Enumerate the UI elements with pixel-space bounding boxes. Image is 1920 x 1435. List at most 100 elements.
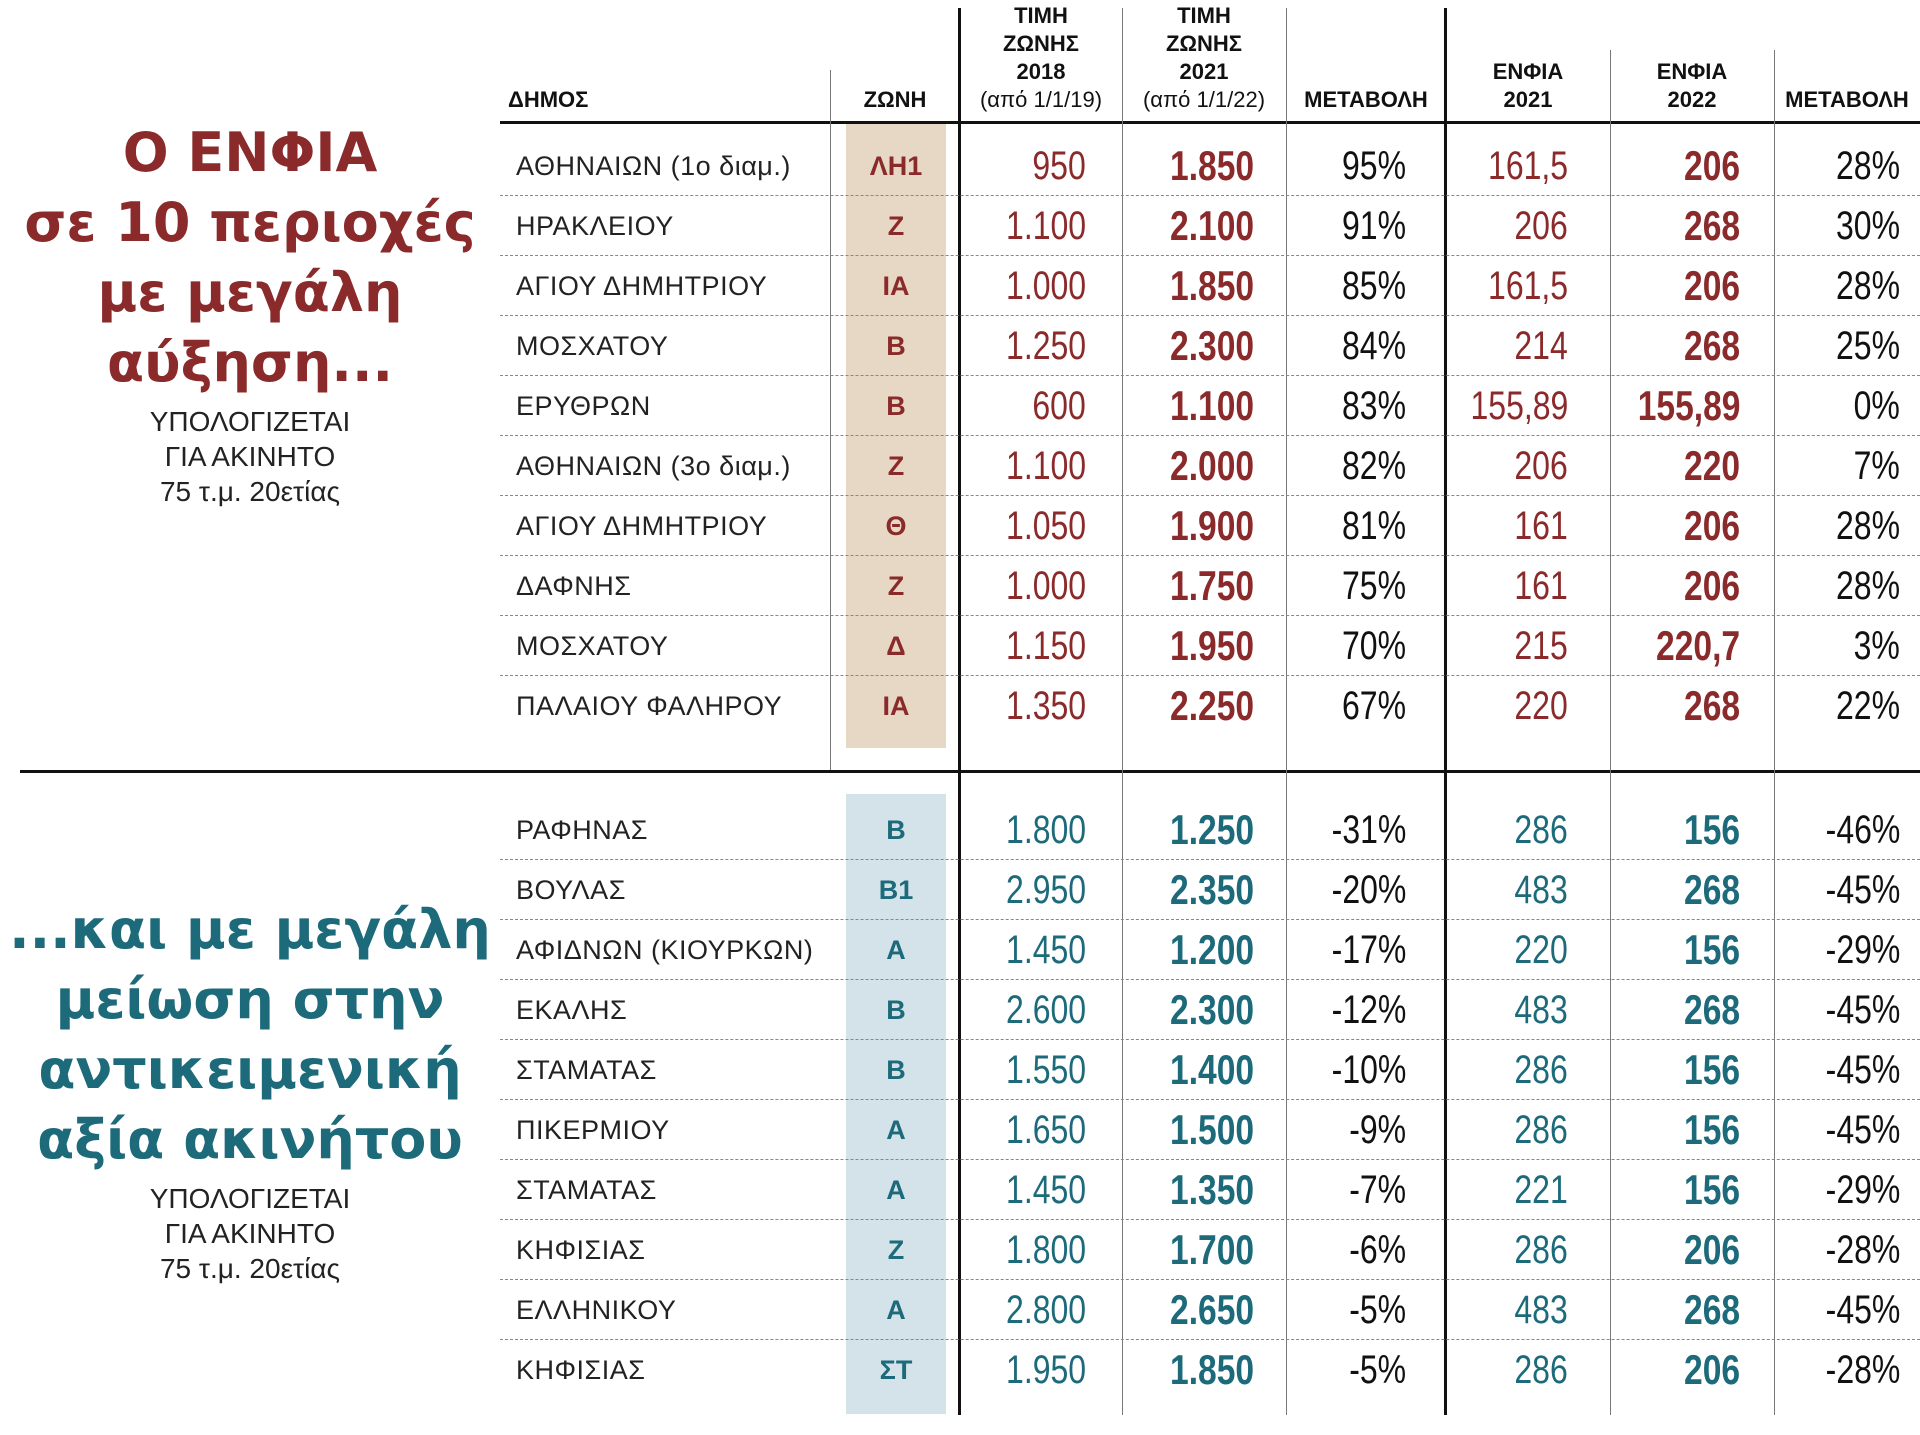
metavoli-timis-cell: 82% (1341, 443, 1406, 488)
timi-2021-cell: 1.900 (1169, 502, 1254, 549)
metavoli-timis-cell: 70% (1341, 623, 1406, 668)
zone-cell: Α (886, 1114, 906, 1145)
timi-2018-cell: 2.950 (1005, 867, 1086, 912)
dimos-cell: ΣΤΑΜΑΤΑΣ (516, 1054, 657, 1085)
zone-cell: Α (886, 1174, 906, 1205)
table-row: ΚΗΦΙΣΙΑΣ Ζ 1.800 1.700 -6% 286 206 -28% (500, 1220, 1920, 1280)
dimos-cell: ΒΟΥΛΑΣ (516, 874, 626, 905)
timi-2021-cell: 1.700 (1169, 1226, 1254, 1273)
timi-2021-cell: 1.200 (1169, 926, 1254, 973)
table-row: ΠΑΛΑΙΟΥ ΦΑΛΗΡΟΥ ΙΑ 1.350 2.250 67% 220 2… (500, 676, 1920, 736)
metavoli-timis-cell: -5% (1349, 1347, 1406, 1392)
timi-2018-cell: 600 (1032, 383, 1086, 428)
dimos-cell: ΑΦΙΔΝΩΝ (ΚΙΟΥΡΚΩΝ) (516, 934, 814, 965)
timi-2021-cell: 1.250 (1169, 806, 1254, 853)
table-row: ΗΡΑΚΛΕΙΟΥ Ζ 1.100 2.100 91% 206 268 30% (500, 196, 1920, 256)
header-enfia-2022: ΕΝΦΙΑ 2022 (1656, 59, 1728, 112)
metavoli-timis-cell: 85% (1341, 263, 1406, 308)
col-divider-zoni (830, 70, 831, 770)
enfia-2021-cell: 161 (1514, 563, 1568, 608)
enfia-2021-cell: 161,5 (1487, 263, 1568, 308)
table-row: ΣΤΑΜΑΤΑΣ Α 1.450 1.350 -7% 221 156 -29% (500, 1160, 1920, 1220)
dimos-cell: ΗΡΑΚΛΕΙΟΥ (516, 210, 674, 241)
zone-cell: Β (886, 994, 906, 1025)
increase-note: ΥΠΟΛΟΓΙΖΕΤΑΙ ΓΙΑ ΑΚΙΝΗΤΟ 75 τ.μ. 20ετίας (149, 406, 351, 507)
timi-2021-cell: 2.350 (1169, 866, 1254, 913)
timi-2018-cell: 1.100 (1005, 203, 1086, 248)
dimos-cell: ΕΚΑΛΗΣ (516, 994, 628, 1025)
timi-2021-cell: 1.400 (1169, 1046, 1254, 1093)
metavoli-enfia-cell: -45% (1825, 987, 1900, 1032)
timi-2018-cell: 1.450 (1005, 1167, 1086, 1212)
timi-2021-cell: 1.850 (1169, 1346, 1254, 1393)
dimos-cell: ΑΓΙΟΥ ΔΗΜΗΤΡΙΟΥ (516, 270, 768, 301)
metavoli-enfia-cell: 28% (1835, 143, 1900, 188)
decrease-note: ΥΠΟΛΟΓΙΖΕΤΑΙ ΓΙΑ ΑΚΙΝΗΤΟ 75 τ.μ. 20ετίας (149, 1183, 351, 1284)
zone-cell: Β1 (878, 874, 914, 905)
table-row: ΜΟΣΧΑΤΟΥ Δ 1.150 1.950 70% 215 220,7 3% (500, 616, 1920, 676)
dimos-cell: ΕΛΛΗΝΙΚΟΥ (516, 1294, 677, 1325)
timi-2018-cell: 2.800 (1005, 1287, 1086, 1332)
metavoli-timis-cell: -5% (1349, 1287, 1406, 1332)
enfia-2022-cell: 268 (1683, 866, 1740, 913)
zone-cell: Δ (886, 630, 906, 661)
timi-2021-cell: 1.350 (1169, 1166, 1254, 1213)
metavoli-timis-cell: -9% (1349, 1107, 1406, 1152)
table-row: ΑΘΗΝΑΙΩΝ (3ο διαμ.) Ζ 1.100 2.000 82% 20… (500, 436, 1920, 496)
metavoli-enfia-cell: -28% (1825, 1227, 1900, 1272)
enfia-2021-cell: 286 (1514, 1107, 1568, 1152)
dimos-cell: ΑΘΗΝΑΙΩΝ (1ο διαμ.) (516, 150, 791, 181)
dimos-cell: ΜΟΣΧΑΤΟΥ (516, 330, 669, 361)
timi-2018-cell: 1.000 (1005, 563, 1086, 608)
metavoli-timis-cell: -10% (1331, 1047, 1406, 1092)
section-divider (20, 770, 1920, 773)
metavoli-timis-cell: -6% (1349, 1227, 1406, 1272)
zone-cell: ΙΑ (882, 270, 910, 301)
timi-2021-cell: 1.750 (1169, 562, 1254, 609)
metavoli-enfia-cell: -45% (1825, 1047, 1900, 1092)
metavoli-timis-cell: 75% (1341, 563, 1406, 608)
dimos-cell: ΕΡΥΘΡΩΝ (516, 390, 651, 421)
enfia-2022-cell: 206 (1683, 1226, 1740, 1273)
header-rule (500, 121, 1920, 124)
table-row: ΑΘΗΝΑΙΩΝ (1ο διαμ.) ΛΗ1 950 1.850 95% 16… (500, 136, 1920, 196)
enfia-2021-cell: 286 (1514, 1227, 1568, 1272)
enfia-2021-cell: 155,89 (1470, 383, 1568, 428)
metavoli-enfia-cell: 28% (1835, 503, 1900, 548)
dimos-cell: ΑΓΙΟΥ ΔΗΜΗΤΡΙΟΥ (516, 510, 768, 541)
header-metavoli-timis: ΜΕΤΑΒΟΛΗ (1304, 87, 1428, 112)
enfia-2022-cell: 268 (1683, 986, 1740, 1033)
zone-cell: Β (886, 1054, 906, 1085)
timi-2018-cell: 1.050 (1005, 503, 1086, 548)
enfia-2021-cell: 483 (1514, 1287, 1568, 1332)
header-metavoli-enfia: ΜΕΤΑΒΟΛΗ (1785, 87, 1909, 112)
dimos-cell: ΚΗΦΙΣΙΑΣ (516, 1234, 646, 1265)
metavoli-timis-cell: -31% (1331, 807, 1406, 852)
table-row: ΕΚΑΛΗΣ Β 2.600 2.300 -12% 483 268 -45% (500, 980, 1920, 1040)
enfia-2022-cell: 156 (1683, 1046, 1740, 1093)
enfia-2021-cell: 221 (1514, 1167, 1568, 1212)
timi-2021-cell: 1.850 (1169, 262, 1254, 309)
timi-2018-cell: 1.250 (1005, 323, 1086, 368)
col-divider-enfia (1444, 8, 1447, 1415)
header-timi-2018: ΤΙΜΗ ΖΩΝΗΣ 2018 (από 1/1/19) (979, 3, 1103, 112)
zone-cell: Ζ (887, 1234, 905, 1265)
table-row: ΑΓΙΟΥ ΔΗΜΗΤΡΙΟΥ Θ 1.050 1.900 81% 161 20… (500, 496, 1920, 556)
metavoli-enfia-cell: 7% (1853, 443, 1900, 488)
zone-cell: Β (886, 330, 906, 361)
timi-2021-cell: 2.100 (1169, 202, 1254, 249)
zone-cell: ΛΗ1 (869, 150, 923, 181)
table-row: ΚΗΦΙΣΙΑΣ ΣΤ 1.950 1.850 -5% 286 206 -28% (500, 1340, 1920, 1400)
timi-2021-cell: 2.300 (1169, 986, 1254, 1033)
col-divider-timi-2021 (1122, 8, 1123, 1415)
enfia-2021-cell: 220 (1514, 683, 1568, 728)
enfia-2022-cell: 206 (1683, 262, 1740, 309)
timi-2021-cell: 1.850 (1169, 142, 1254, 189)
enfia-2022-cell: 156 (1683, 926, 1740, 973)
table-row: ΡΑΦΗΝΑΣ Β 1.800 1.250 -31% 286 156 -46% (500, 800, 1920, 860)
timi-2021-cell: 2.650 (1169, 1286, 1254, 1333)
col-divider-timi (958, 8, 961, 1415)
enfia-2022-cell: 156 (1683, 806, 1740, 853)
metavoli-enfia-cell: 28% (1835, 563, 1900, 608)
timi-2018-cell: 1.450 (1005, 927, 1086, 972)
